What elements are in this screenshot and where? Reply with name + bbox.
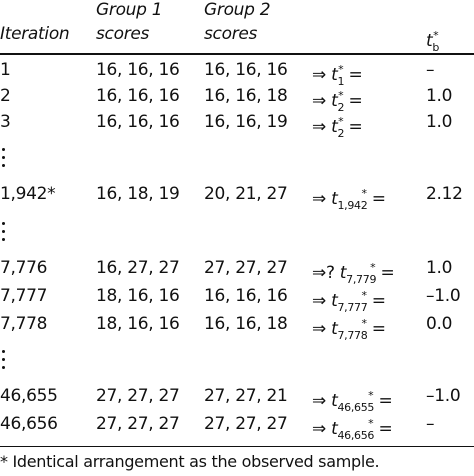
header-group1-line2: scores [96,24,150,44]
vertical-ellipsis [2,350,8,374]
row-group2: 16, 16, 16 [204,286,288,306]
row-t-star: ⇒ t46,655* = [312,389,393,414]
row-t-star: ⇒ t2* = [312,89,363,114]
row-iteration: 7,777 [0,286,48,306]
row-group1: 16, 27, 27 [96,258,180,278]
row-group2: 16, 16, 18 [204,86,288,106]
row-group2: 20, 21, 27 [204,184,288,204]
row-t-star: ⇒ t2* = [312,115,363,140]
row-group1: 16, 18, 19 [96,184,180,204]
row-group1: 16, 16, 16 [96,86,180,106]
header-iteration: Iteration [0,24,70,44]
row-t-star: ⇒ t7,777* = [312,289,386,314]
row-group2: 16, 16, 19 [204,112,288,132]
row-tb-value: 1.0 [426,112,453,132]
row-group1: 16, 16, 16 [96,112,180,132]
header-group2-line2: scores [204,24,258,44]
header-rule [0,53,474,55]
row-group1: 18, 16, 16 [96,286,180,306]
header-tb: tb* [426,29,440,54]
row-tb-value: – [426,414,435,434]
vertical-ellipsis [2,148,8,172]
row-t-star: ⇒? t7,779* = [312,261,395,286]
row-tb-value: –1.0 [426,286,461,306]
row-iteration: 1 [0,60,11,80]
row-group1: 16, 16, 16 [96,60,180,80]
row-tb-value: 0.0 [426,314,453,334]
row-tb-value: – [426,60,435,80]
row-group2: 16, 16, 16 [204,60,288,80]
row-iteration: 7,778 [0,314,48,334]
header-group1-line1: Group 1 [96,0,163,20]
footnote: * Identical arrangement as the observed … [0,452,380,471]
row-group2: 16, 16, 18 [204,314,288,334]
row-t-star: ⇒ t1* = [312,63,363,88]
row-group2: 27, 27, 27 [204,414,288,434]
row-iteration: 3 [0,112,11,132]
row-group2: 27, 27, 27 [204,258,288,278]
row-iteration: 46,655 [0,386,58,406]
row-iteration: 46,656 [0,414,58,434]
row-iteration: 2 [0,86,11,106]
row-tb-value: 2.12 [426,184,463,204]
row-t-star: ⇒ t1,942* = [312,187,386,212]
row-group2: 27, 27, 21 [204,386,288,406]
row-t-star: ⇒ t46,656* = [312,417,393,442]
row-iteration: 7,776 [0,258,48,278]
vertical-ellipsis [2,222,8,246]
row-t-star: ⇒ t7,778* = [312,317,386,342]
row-iteration: 1,942* [0,184,56,204]
row-group1: 27, 27, 27 [96,386,180,406]
row-tb-value: 1.0 [426,258,453,278]
row-group1: 27, 27, 27 [96,414,180,434]
footer-rule [0,446,474,447]
row-tb-value: –1.0 [426,386,461,406]
header-group2-line1: Group 2 [204,0,271,20]
row-group1: 18, 16, 16 [96,314,180,334]
row-tb-value: 1.0 [426,86,453,106]
